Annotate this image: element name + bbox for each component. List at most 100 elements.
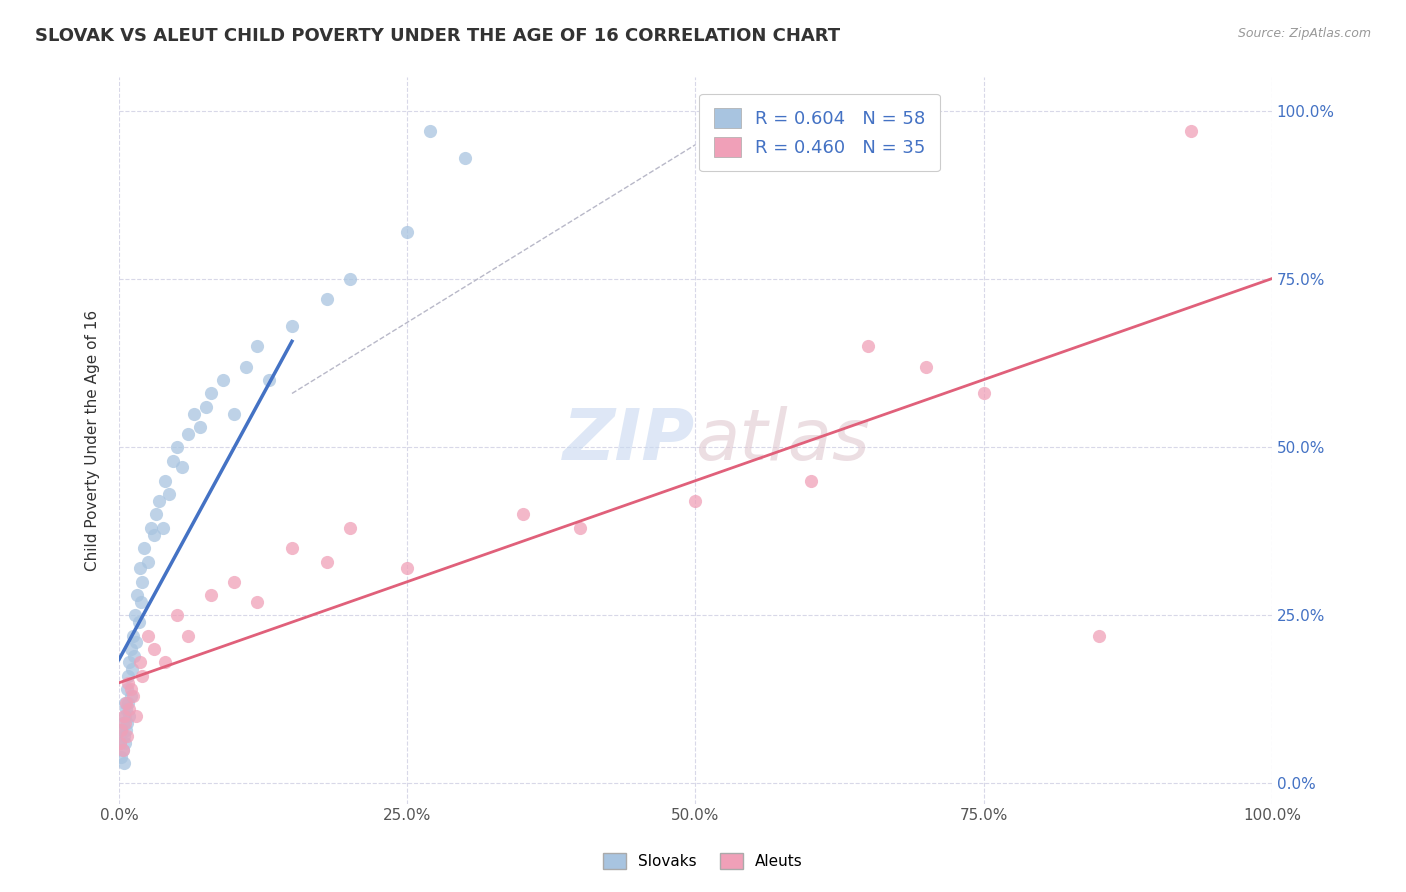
Point <box>188 420 211 434</box>
Point <box>134 541 156 555</box>
Point <box>315 555 337 569</box>
Point <box>112 730 135 744</box>
Point <box>166 440 188 454</box>
Point <box>211 373 233 387</box>
Point <box>145 508 167 522</box>
Point <box>166 608 188 623</box>
Point <box>177 426 200 441</box>
Point <box>117 696 139 710</box>
Point <box>127 588 149 602</box>
Point <box>136 628 159 642</box>
Point <box>224 574 246 589</box>
Point <box>162 453 184 467</box>
Point <box>128 656 150 670</box>
Point <box>152 521 174 535</box>
Point <box>512 508 534 522</box>
Point <box>246 339 269 353</box>
Point <box>125 709 148 723</box>
Point <box>114 715 136 730</box>
Point <box>128 615 150 629</box>
Point <box>125 635 148 649</box>
Point <box>131 669 153 683</box>
Point <box>110 749 132 764</box>
Point <box>110 723 132 737</box>
Point <box>419 124 441 138</box>
Point <box>224 407 246 421</box>
Point <box>115 715 138 730</box>
Point <box>142 527 165 541</box>
Point <box>148 494 170 508</box>
Point <box>157 487 180 501</box>
Point <box>281 319 304 334</box>
Point <box>122 628 145 642</box>
Point <box>121 662 143 676</box>
Point <box>111 715 134 730</box>
Point <box>111 743 134 757</box>
Point <box>973 386 995 401</box>
Point <box>115 702 138 716</box>
Point <box>112 756 135 771</box>
Text: ZIP: ZIP <box>564 406 696 475</box>
Point <box>120 682 142 697</box>
Point <box>177 628 200 642</box>
Point <box>339 272 361 286</box>
Point <box>115 696 138 710</box>
Point <box>115 730 138 744</box>
Point <box>141 521 163 535</box>
Point <box>114 736 136 750</box>
Point <box>108 736 131 750</box>
Point <box>129 595 152 609</box>
Text: atlas: atlas <box>696 406 870 475</box>
Point <box>114 709 136 723</box>
Point <box>685 494 707 508</box>
Point <box>339 521 361 535</box>
Point <box>118 709 141 723</box>
Point <box>112 709 135 723</box>
Point <box>396 225 419 239</box>
Point <box>281 541 304 555</box>
Point <box>153 474 176 488</box>
Legend: Slovaks, Aleuts: Slovaks, Aleuts <box>598 847 808 875</box>
Point <box>110 723 132 737</box>
Point <box>136 555 159 569</box>
Point <box>1180 124 1202 138</box>
Point <box>183 407 205 421</box>
Point <box>111 743 134 757</box>
Point <box>142 642 165 657</box>
Point <box>858 339 880 353</box>
Point <box>153 656 176 670</box>
Text: Source: ZipAtlas.com: Source: ZipAtlas.com <box>1237 27 1371 40</box>
Point <box>396 561 419 575</box>
Point <box>115 682 138 697</box>
Point <box>117 675 139 690</box>
Point <box>257 373 280 387</box>
Point <box>569 521 592 535</box>
Point <box>454 151 477 165</box>
Point <box>118 702 141 716</box>
Point <box>122 689 145 703</box>
Point <box>200 588 222 602</box>
Point <box>235 359 257 374</box>
Y-axis label: Child Poverty Under the Age of 16: Child Poverty Under the Age of 16 <box>86 310 100 571</box>
Point <box>114 696 136 710</box>
Point <box>246 595 269 609</box>
Point <box>131 574 153 589</box>
Point <box>200 386 222 401</box>
Point <box>115 723 138 737</box>
Point <box>315 293 337 307</box>
Point <box>120 642 142 657</box>
Point <box>108 736 131 750</box>
Point <box>117 669 139 683</box>
Point <box>800 474 823 488</box>
Point <box>915 359 938 374</box>
Point <box>122 648 145 663</box>
Legend: R = 0.604   N = 58, R = 0.460   N = 35: R = 0.604 N = 58, R = 0.460 N = 35 <box>699 94 941 171</box>
Point <box>1088 628 1111 642</box>
Point <box>172 460 194 475</box>
Point <box>120 689 142 703</box>
Point <box>128 561 150 575</box>
Point <box>194 400 217 414</box>
Point <box>118 656 141 670</box>
Text: SLOVAK VS ALEUT CHILD POVERTY UNDER THE AGE OF 16 CORRELATION CHART: SLOVAK VS ALEUT CHILD POVERTY UNDER THE … <box>35 27 841 45</box>
Point <box>124 608 146 623</box>
